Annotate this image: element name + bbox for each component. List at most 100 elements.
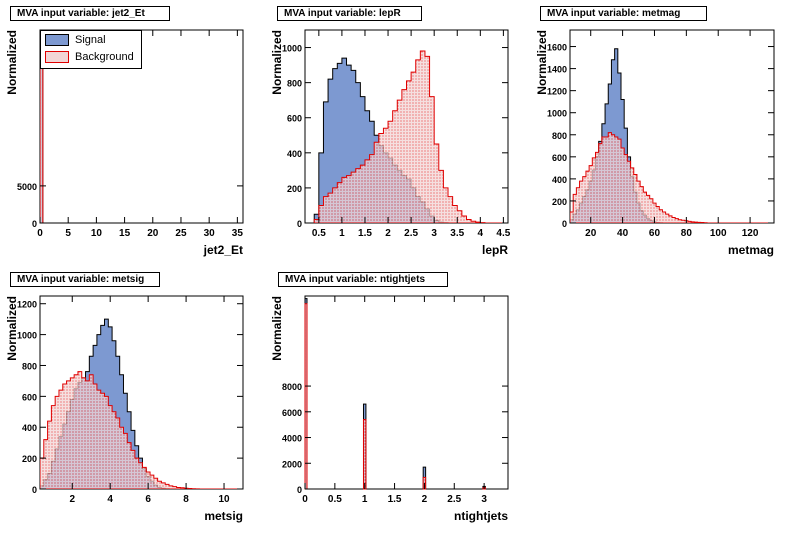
chart-panel-metsig: MVA input variable: metsig 2 4 6 8 10 0 200 400…	[0, 266, 265, 532]
x-tick-label: 40	[617, 228, 629, 239]
x-axis-label: metsig	[204, 509, 243, 523]
y-axis-label: Normalized	[5, 296, 19, 361]
y-tick-label: 6000	[282, 408, 302, 418]
x-tick-label: 0.5	[312, 228, 326, 239]
chart-title: MVA input variable: jet2_Et	[10, 6, 170, 21]
x-tick-label: 5	[65, 228, 71, 239]
y-tick-label: 1000	[17, 331, 37, 341]
x-tick-label: 2	[422, 494, 428, 505]
chart-svg: 0 0.5 1 1.5 2 2.5 3 0 2000 4000 6000 8000 ntightjets…	[270, 295, 509, 523]
y-tick-label: 1600	[547, 43, 567, 53]
x-tick-label: 4	[107, 494, 113, 505]
background-swatch	[45, 51, 69, 63]
x-tick-label: 4	[478, 228, 484, 239]
x-tick-label: 0.5	[328, 494, 342, 505]
background-histogram	[40, 56, 46, 223]
y-tick-label: 1000	[547, 109, 567, 119]
x-tick-label: 35	[232, 228, 244, 239]
x-tick-label: 25	[175, 228, 187, 239]
chart-title: MVA input variable: lepR	[277, 6, 422, 21]
y-tick-label: 800	[22, 361, 37, 371]
legend: Signal Background	[40, 30, 142, 69]
x-tick-label: 3.5	[450, 228, 464, 239]
x-tick-label: 10	[91, 228, 103, 239]
background-histogram	[570, 132, 774, 223]
x-tick-label: 3	[481, 494, 487, 505]
y-tick-label: 600	[552, 153, 567, 163]
y-tick-label: 4000	[282, 434, 302, 444]
signal-swatch	[45, 34, 69, 46]
y-tick-label: 5000	[17, 182, 37, 192]
chart-title: MVA input variable: metsig	[10, 272, 160, 287]
x-tick-label: 1	[339, 228, 345, 239]
y-axis-label: Normalized	[535, 30, 549, 95]
y-tick-label: 8000	[282, 382, 302, 392]
background-spike-1	[362, 419, 367, 490]
legend-signal-label: Signal	[75, 34, 106, 46]
y-tick-label: 800	[552, 131, 567, 141]
x-tick-label: 8	[183, 494, 189, 505]
y-tick-label: 0	[297, 219, 302, 229]
chart-title: MVA input variable: ntightjets	[278, 272, 448, 287]
y-tick-label: 400	[287, 149, 302, 159]
chart-svg: 20 40 60 80 100 12002004006008001000120014001…	[535, 29, 775, 257]
y-tick-label: 400	[552, 175, 567, 185]
y-tick-label: 0	[297, 485, 302, 495]
plot-frame	[304, 295, 509, 490]
y-tick-label: 200	[22, 454, 37, 464]
x-tick-label: 2	[69, 494, 75, 505]
x-tick-label: 1.5	[388, 494, 402, 505]
chart-panel-metmag: MVA input variable: metmag 20 40 60 80 100 12…	[530, 0, 796, 265]
x-tick-label: 60	[649, 228, 661, 239]
legend-background-label: Background	[75, 51, 134, 63]
x-tick-label: 1.5	[358, 228, 372, 239]
chart-svg: 2 4 6 8 10 0 200 400 600 800 1000 1200 metsig Normali…	[5, 295, 244, 523]
background-histogram	[40, 371, 243, 489]
chart-panel-jet2-et: MVA input variable: jet2_Et 0 5 10 15 20 25 30…	[0, 0, 265, 265]
x-axis-label: lepR	[482, 243, 508, 257]
y-tick-label: 200	[287, 184, 302, 194]
chart-panel-lepr: MVA input variable: lepR 0.5 1 1.5 2 2.5 3 3.5…	[265, 0, 530, 265]
x-tick-label: 80	[681, 228, 693, 239]
y-axis-label: Normalized	[270, 30, 284, 95]
x-axis-label: jet2_Et	[203, 243, 243, 257]
y-tick-label: 200	[552, 197, 567, 207]
legend-background: Background	[45, 50, 134, 64]
chart-panel-ntightjets: MVA input variable: ntightjets 0 0.5 1 1.5 2…	[265, 266, 530, 532]
x-tick-label: 15	[119, 228, 131, 239]
y-tick-label: 800	[287, 79, 302, 89]
y-tick-label: 600	[287, 114, 302, 124]
chart-svg: 0.5 1 1.5 2 2.5 3 3.5 4 4.5 0 200 400 600 800 1000 lepR…	[270, 29, 511, 257]
y-tick-label: 1200	[17, 300, 37, 310]
background-histogram	[313, 50, 504, 223]
x-tick-label: 3	[431, 228, 437, 239]
y-tick-label: 1200	[547, 87, 567, 97]
y-axis-label: Normalized	[5, 30, 19, 95]
y-tick-label: 2000	[282, 459, 302, 469]
x-tick-label: 20	[147, 228, 159, 239]
y-tick-label: 0	[562, 219, 567, 229]
y-tick-label: 1400	[547, 65, 567, 75]
legend-signal: Signal	[45, 33, 106, 47]
x-tick-label: 0	[302, 494, 308, 505]
y-tick-label: 0	[32, 219, 37, 229]
x-tick-label: 30	[204, 228, 216, 239]
y-tick-label: 0	[32, 485, 37, 495]
x-tick-label: 4.5	[496, 228, 510, 239]
y-tick-label: 600	[22, 392, 37, 402]
x-tick-label: 100	[710, 228, 727, 239]
y-tick-label: 400	[22, 423, 37, 433]
x-tick-label: 0	[37, 228, 43, 239]
chart-title: MVA input variable: metmag	[540, 6, 707, 21]
x-tick-label: 6	[145, 494, 151, 505]
x-tick-label: 10	[218, 494, 230, 505]
x-axis-label: metmag	[728, 243, 774, 257]
x-tick-label: 2.5	[404, 228, 418, 239]
x-tick-label: 2.5	[447, 494, 461, 505]
y-axis-label: Normalized	[270, 296, 284, 361]
y-tick-label: 1000	[282, 44, 302, 54]
x-tick-label: 20	[585, 228, 597, 239]
x-tick-label: 2	[385, 228, 391, 239]
x-tick-label: 1	[362, 494, 368, 505]
x-axis-label: ntightjets	[454, 509, 508, 523]
